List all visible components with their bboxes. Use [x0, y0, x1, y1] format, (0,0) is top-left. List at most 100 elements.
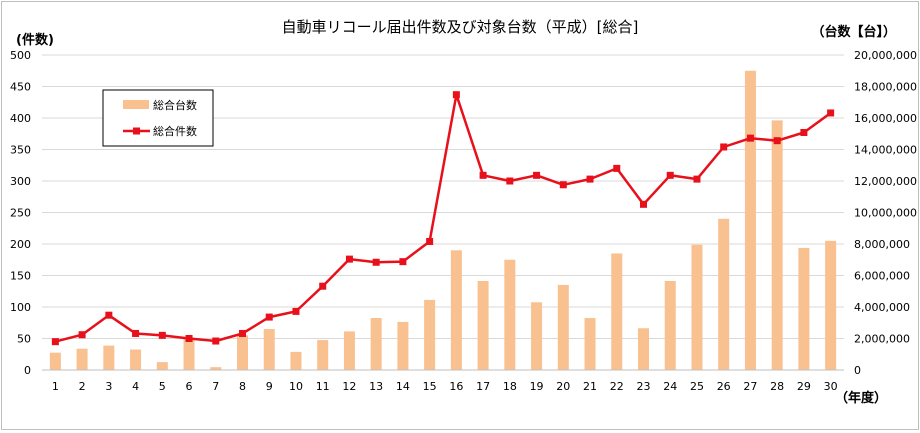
- x-tick-label-28: 28: [770, 380, 784, 393]
- x-tick-label-14: 14: [396, 380, 410, 393]
- x-tick-label-20: 20: [556, 380, 570, 393]
- y-right-tick-label: 16,000,000: [854, 112, 917, 125]
- line-point-18: [506, 177, 514, 185]
- line-series: [51, 91, 835, 346]
- y-right-tick-label: 2,000,000: [854, 333, 910, 346]
- line-point-23: [640, 200, 647, 208]
- line-point-19: [533, 171, 541, 179]
- x-tick-label-19: 19: [530, 380, 544, 393]
- bar-16: [450, 250, 462, 370]
- bar-6: [183, 339, 195, 370]
- x-tick-label-13: 13: [369, 380, 383, 393]
- bar-15: [424, 299, 436, 370]
- bar-18: [504, 259, 516, 370]
- y-left-tick-label: 0: [24, 364, 31, 377]
- y-left-tick-label: 300: [10, 175, 31, 188]
- line-point-28: [773, 137, 781, 145]
- x-tick-label-29: 29: [797, 380, 811, 393]
- bar-8: [237, 335, 248, 370]
- legend-label-line: 総合件数: [153, 124, 197, 138]
- line-point-30: [827, 109, 835, 117]
- x-tick-label-12: 12: [342, 380, 356, 393]
- x-tick-label-24: 24: [663, 380, 677, 393]
- legend-box: [102, 89, 214, 147]
- line-point-6: [185, 335, 193, 342]
- x-tick-label-6: 6: [186, 380, 193, 393]
- x-tick-label-15: 15: [423, 380, 437, 393]
- bar-17: [477, 281, 489, 370]
- bar-26: [718, 218, 730, 370]
- bar-5: [156, 362, 168, 370]
- x-tick-label-8: 8: [239, 380, 246, 393]
- x-tick-label-11: 11: [316, 380, 330, 393]
- y-right-tick-label: 18,000,000: [854, 81, 917, 94]
- line-point-25: [693, 175, 701, 183]
- x-tick-label-9: 9: [266, 380, 273, 393]
- bar-24: [664, 281, 676, 370]
- line-point-24: [666, 171, 674, 179]
- y-right-tick-label: 6,000,000: [854, 270, 910, 283]
- y-left-tick-label: 50: [17, 333, 31, 346]
- chart-title: 自動車リコール届出件数及び対象台数（平成）[総合]: [282, 18, 639, 36]
- y-right-tick-label: 8,000,000: [854, 238, 910, 251]
- y-right-tick-label: 20,000,000: [854, 49, 917, 62]
- line-point-4: [132, 329, 140, 337]
- line-point-14: [399, 258, 407, 266]
- bar-series: [49, 70, 837, 370]
- y-left-axis-label: (件数): [16, 32, 54, 48]
- bar-4: [130, 349, 142, 370]
- bar-29: [798, 247, 810, 370]
- y-right-tick-label: 4,000,000: [854, 301, 910, 314]
- bar-11: [317, 340, 329, 370]
- line-point-21: [586, 175, 594, 183]
- bar-30: [825, 240, 837, 370]
- x-tick-label-1: 1: [52, 380, 59, 393]
- x-tick-label-5: 5: [159, 380, 166, 393]
- line-point-1: [51, 338, 59, 346]
- y-left-tick-label: 250: [10, 207, 31, 220]
- bar-23: [638, 328, 649, 370]
- x-tick-label-3: 3: [105, 380, 112, 393]
- y-left-tick-label: 450: [10, 81, 31, 94]
- legend: 総合台数 総合件数: [102, 89, 214, 147]
- x-tick-label-2: 2: [79, 380, 86, 393]
- x-tick-label-25: 25: [690, 380, 704, 393]
- line-point-17: [479, 171, 487, 179]
- line-point-16: [452, 91, 460, 99]
- line-point-27: [746, 134, 754, 142]
- bar-12: [343, 331, 355, 370]
- line-point-10: [292, 307, 300, 315]
- y-right-axis-label: （台数【台】）: [811, 24, 896, 40]
- gridlines: [42, 54, 844, 339]
- y-left-tick-label: 350: [10, 144, 31, 157]
- x-tick-label-18: 18: [503, 380, 517, 393]
- legend-label-bar: 総合台数: [153, 98, 197, 112]
- bar-3: [103, 345, 115, 370]
- x-axis-label: （年度）: [835, 390, 887, 406]
- y-right-tick-label: 14,000,000: [854, 144, 917, 157]
- bar-20: [557, 284, 569, 370]
- line-point-9: [265, 313, 273, 321]
- bar-7: [210, 367, 222, 370]
- x-tick-label-16: 16: [449, 380, 463, 393]
- line-point-5: [158, 331, 166, 339]
- bar-13: [370, 318, 382, 370]
- line-point-20: [559, 181, 567, 189]
- x-tick-label-21: 21: [583, 380, 597, 393]
- line-point-26: [720, 143, 728, 151]
- y-left-tick-label: 400: [10, 112, 31, 125]
- y-right-tick-label: 10,000,000: [854, 207, 917, 220]
- line-point-13: [372, 258, 380, 266]
- y-left-tick-label: 500: [10, 49, 31, 62]
- y-right-tick-label: 0: [854, 364, 861, 377]
- line-point-7: [212, 337, 220, 345]
- line-point-11: [319, 282, 327, 290]
- legend-swatch-bar: [123, 100, 149, 109]
- line-point-8: [239, 329, 246, 337]
- bar-2: [76, 348, 88, 370]
- x-tick-label-17: 17: [476, 380, 490, 393]
- line-point-22: [613, 164, 621, 172]
- line-path: [55, 93, 832, 343]
